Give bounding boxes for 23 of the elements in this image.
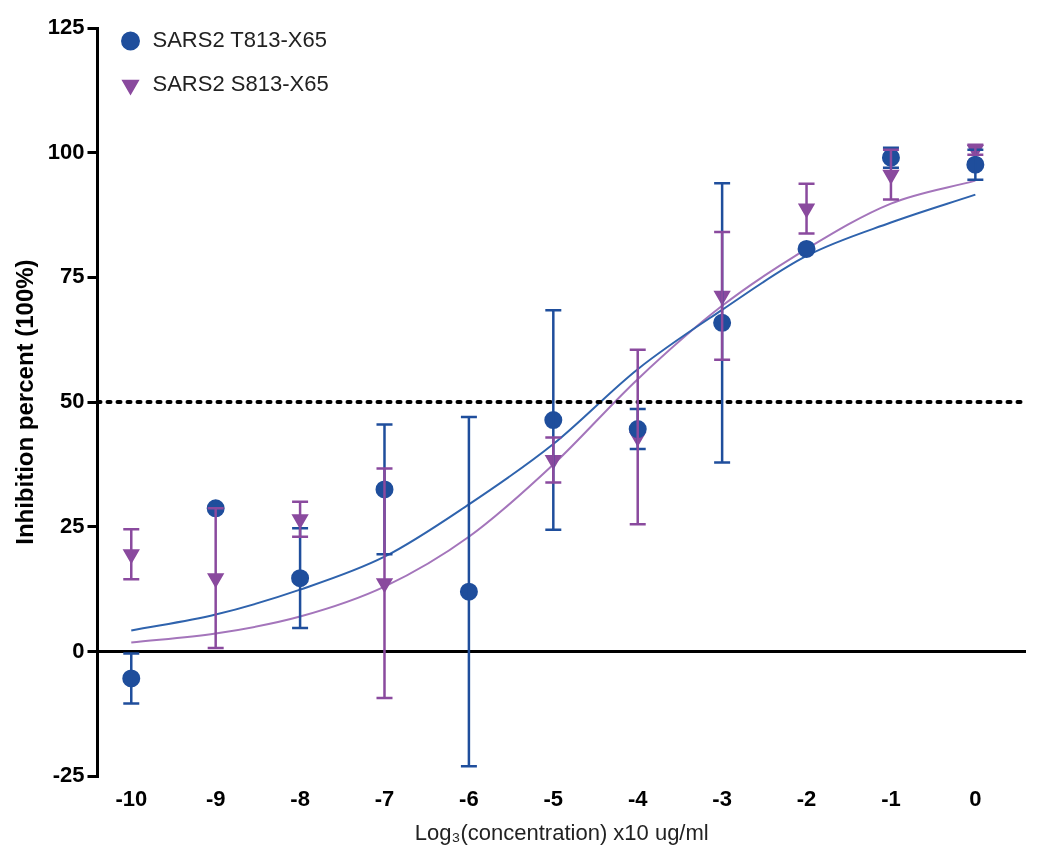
y-tick-label: 0	[72, 637, 85, 663]
legend-label: SARS2 T813-X65	[152, 27, 327, 53]
legend-label: SARS2 S813-X65	[152, 71, 329, 97]
y-tick-label: 50	[60, 388, 85, 414]
y-tick-label: 25	[60, 512, 85, 538]
y-tick-label: -25	[52, 762, 85, 788]
x-tick-label: -5	[543, 786, 564, 812]
x-axis-title: Log₃(concentration) x10 ug/ml	[414, 819, 709, 845]
x-tick-label: -4	[627, 786, 649, 812]
x-tick-label: -6	[459, 786, 479, 812]
x-tick-label: -8	[290, 786, 310, 812]
x-tick-label: -10	[115, 786, 148, 812]
x-tick-label: -1	[881, 786, 901, 812]
y-tick-label: 125	[47, 14, 85, 40]
y-tick-label: 75	[60, 263, 85, 289]
x-tick-label: -2	[796, 786, 817, 812]
point	[797, 239, 816, 258]
x-tick-label: -7	[374, 786, 395, 812]
x-tick-label: 0	[969, 786, 982, 812]
y-tick-label: 100	[47, 138, 85, 164]
x-tick-label: -3	[712, 786, 732, 812]
y-axis-title: Inhibition percent (100%)	[11, 259, 39, 545]
x-tick-label: -9	[205, 786, 226, 812]
